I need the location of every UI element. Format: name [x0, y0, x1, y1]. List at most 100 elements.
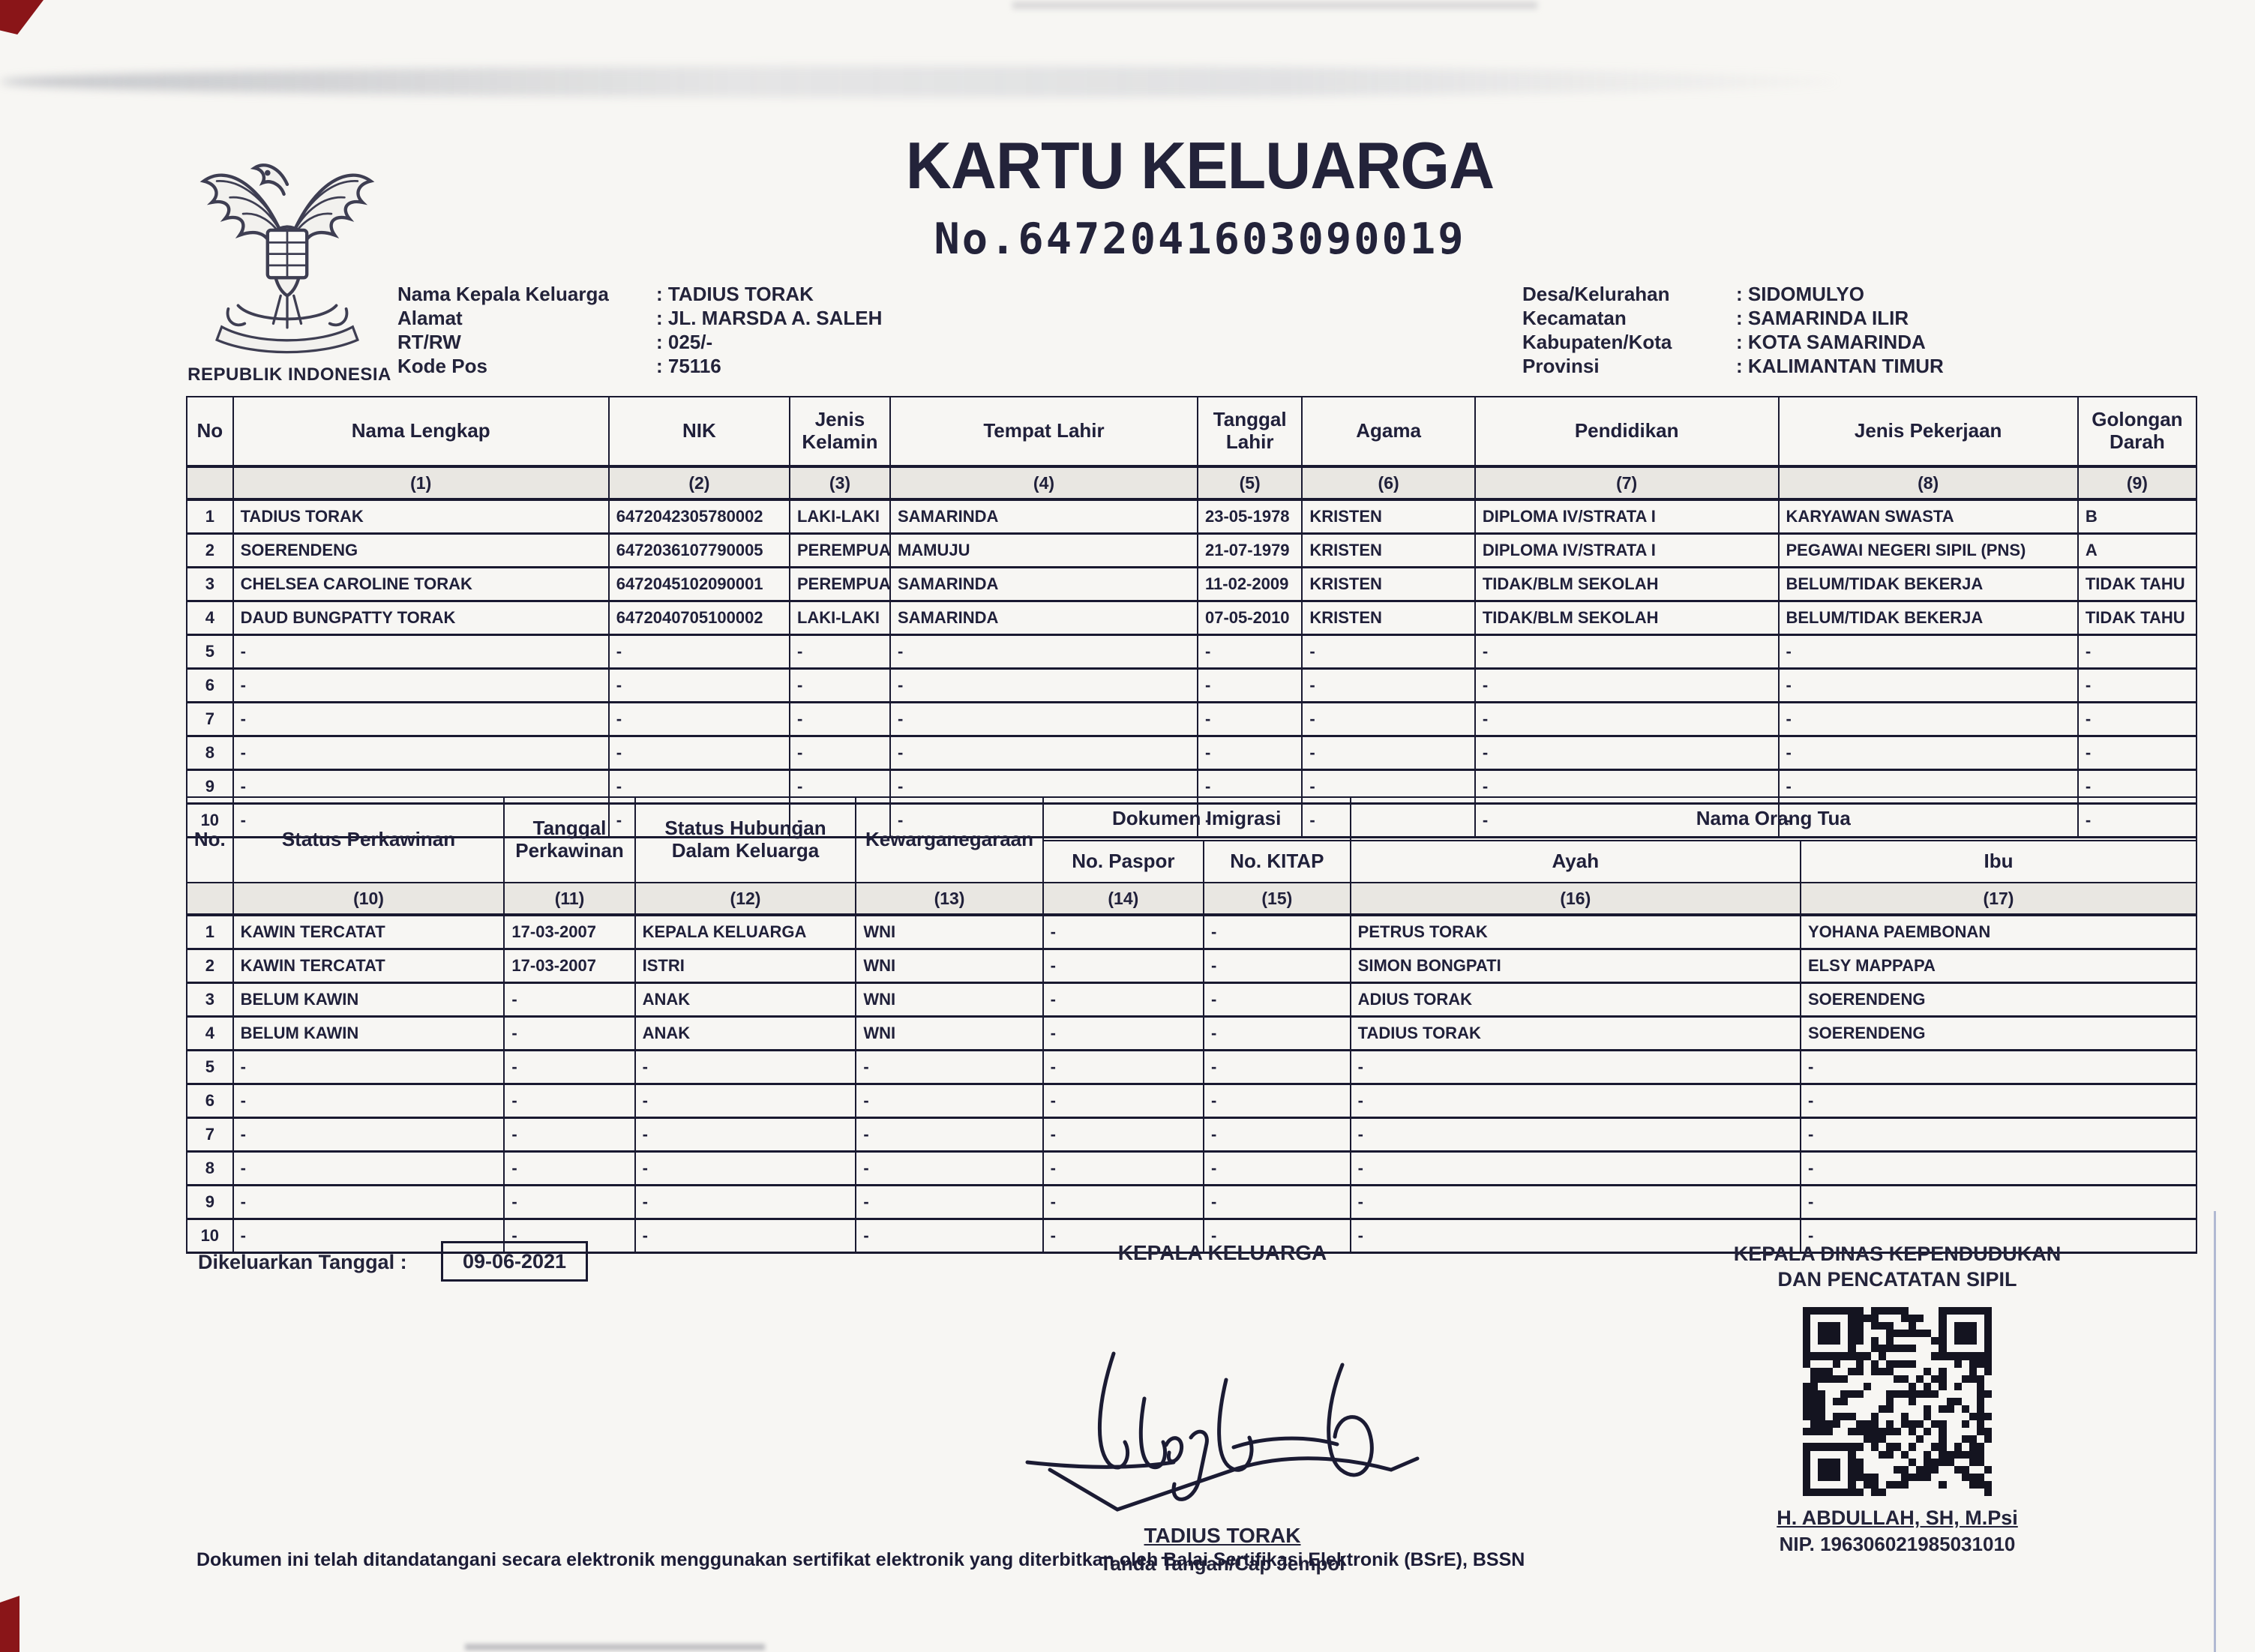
qr-module — [1825, 1322, 1834, 1330]
qr-module — [1855, 1465, 1864, 1474]
qr-module — [1901, 1375, 1909, 1383]
qr-module — [1954, 1465, 1962, 1474]
table-row: 4 BELUM KAWIN - ANAK WNI - - TADIUS TORAK SOEREN… — [186, 1015, 2198, 1051]
info-row: Desa/Kelurahan SIDOMULYO — [1522, 282, 1944, 306]
qr-module — [1976, 1413, 1984, 1421]
qr-module — [1939, 1315, 1947, 1323]
garuda-pancasila-emblem-icon — [199, 163, 375, 354]
qr-module — [1848, 1480, 1856, 1489]
qr-module — [1840, 1488, 1849, 1496]
qr-module — [1916, 1420, 1924, 1429]
qr-module — [1924, 1465, 1932, 1474]
qr-module — [1984, 1465, 1992, 1474]
qr-module — [1803, 1488, 1811, 1496]
cell: - — [2077, 735, 2198, 771]
column-number: (1) — [232, 466, 610, 501]
qr-module — [1803, 1390, 1811, 1398]
qr-module — [1855, 1443, 1864, 1451]
cell: SAMARINDA — [889, 600, 1199, 636]
signature-caption: Tanda Tangan/Cap Jempol — [1099, 1552, 1345, 1575]
qr-module — [1870, 1473, 1879, 1481]
cell: A — [2077, 532, 2198, 568]
cell: - — [889, 701, 1199, 737]
cell: CHELSEA CAROLINE TORAK — [232, 566, 610, 602]
info-value: KALIMANTAN TIMUR — [1736, 354, 1944, 378]
qr-module — [1885, 1428, 1894, 1436]
column-header: Tempat Lahir — [889, 396, 1199, 468]
qr-module — [1863, 1435, 1871, 1444]
qr-module — [1939, 1428, 1947, 1436]
qr-module — [1810, 1352, 1819, 1360]
qr-module — [1825, 1337, 1834, 1345]
qr-module — [1893, 1345, 1902, 1353]
qr-module — [1870, 1360, 1879, 1368]
qr-module — [1848, 1465, 1856, 1474]
qr-module — [1916, 1315, 1924, 1323]
column-header: Status Hubungan Dalam Keluarga — [634, 796, 857, 883]
cell: - — [1777, 634, 2079, 670]
cell: TIDAK TAHU — [2077, 600, 2198, 636]
qr-module — [1825, 1488, 1834, 1496]
qr-module — [1946, 1450, 1954, 1459]
cell: - — [503, 1184, 636, 1220]
cell: 2 — [186, 948, 234, 984]
qr-module — [1870, 1480, 1879, 1489]
column-header: Tanggal Perkawinan — [503, 796, 636, 883]
qr-module — [1803, 1465, 1811, 1474]
qr-module — [1818, 1473, 1826, 1481]
info-value: SAMARINDA ILIR — [1736, 306, 1944, 330]
cell: - — [889, 667, 1199, 703]
qr-module — [1961, 1450, 1969, 1459]
column-header: Jenis Kelamin — [788, 396, 891, 468]
cell: - — [1349, 1083, 1801, 1119]
cell: PEGAWAI NEGERI SIPIL (PNS) — [1777, 532, 2079, 568]
qr-module — [1818, 1322, 1826, 1330]
table-row: 7-------- — [186, 1117, 2198, 1153]
qr-module — [1984, 1322, 1992, 1330]
column-number: (12) — [634, 882, 857, 916]
qr-module — [1909, 1360, 1917, 1368]
cell: - — [1196, 701, 1303, 737]
qr-module — [1931, 1443, 1939, 1451]
qr-module — [1901, 1307, 1909, 1315]
scan-smudge — [0, 66, 1837, 97]
cell: - — [1349, 1150, 1801, 1186]
qr-module — [1976, 1375, 1984, 1383]
qr-module — [1954, 1352, 1962, 1360]
qr-module — [1848, 1428, 1856, 1436]
qr-module — [1961, 1375, 1969, 1383]
qr-module — [1984, 1413, 1992, 1421]
qr-module — [1939, 1307, 1947, 1315]
cell: ANAK — [634, 1015, 857, 1051]
qr-module — [1916, 1473, 1924, 1481]
qr-module — [1848, 1322, 1856, 1330]
table-row: 2 KAWIN TERCATAT 17-03-2007 ISTRI WNI - - SIMON… — [186, 948, 2198, 984]
scan-smudge — [1012, 1, 1537, 9]
qr-module — [1976, 1360, 1984, 1368]
qr-module — [1976, 1450, 1984, 1459]
qr-module — [1984, 1345, 1992, 1353]
emblem-caption: REPUBLIK INDONESIA — [187, 364, 391, 385]
qr-module — [1840, 1375, 1849, 1383]
qr-module — [1885, 1397, 1894, 1406]
column-number: (10) — [232, 882, 505, 916]
qr-module — [1885, 1322, 1894, 1330]
qr-module — [1969, 1450, 1977, 1459]
cell: KRISTEN — [1301, 532, 1476, 568]
cell: 6 — [186, 1083, 234, 1119]
qr-module — [1870, 1488, 1879, 1496]
official-nip: NIP. 196306021985031010 — [1779, 1533, 2016, 1555]
table-row: 4 DAUD BUNGPATTY TORAK 6472040705100002 LAK… — [186, 600, 2198, 636]
family-status-table: No. Status Perkawinan Tanggal Perkawinan… — [186, 796, 2198, 1254]
qr-module — [1924, 1330, 1932, 1338]
cell: - — [1203, 914, 1351, 950]
column-number: (9) — [2077, 466, 2198, 501]
cell: ISTRI — [634, 948, 857, 984]
qr-module — [1885, 1337, 1894, 1345]
qr-module — [1818, 1352, 1826, 1360]
qr-module — [1855, 1458, 1864, 1466]
qr-module — [1825, 1367, 1834, 1375]
cell: - — [1301, 667, 1476, 703]
qr-module — [1946, 1458, 1954, 1466]
